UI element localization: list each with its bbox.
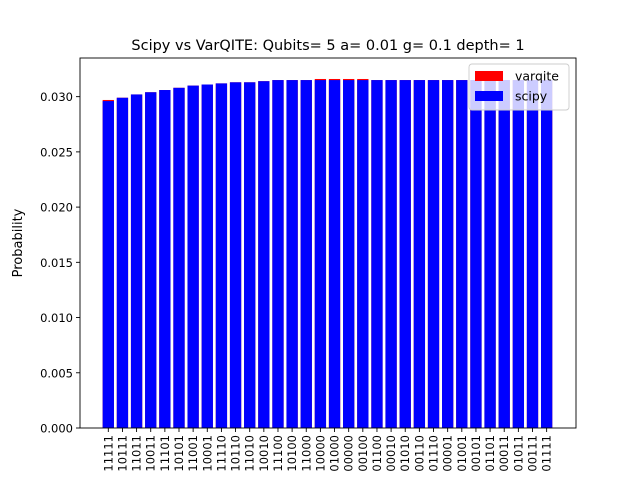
- bar-scipy-10010: [258, 81, 270, 428]
- bar-scipy-01000: [328, 80, 341, 428]
- y-tick-label: 0.015: [40, 256, 73, 270]
- bar-scipy-10110: [229, 82, 242, 429]
- y-axis: 0.000 0.005 0.010 0.015 0.020 0.025 0.030: [40, 90, 80, 436]
- bar-scipy-10101: [173, 87, 185, 428]
- legend-label-varqite: varqite: [515, 69, 559, 84]
- bars-group: [102, 78, 553, 429]
- legend-swatch-varqite: [475, 71, 503, 81]
- bar-scipy-00100: [357, 80, 369, 428]
- bar-scipy-01011: [512, 80, 525, 428]
- bar-scipy-10111: [116, 97, 129, 428]
- x-tick-label: 00000: [342, 435, 356, 472]
- x-tick-label: 01001: [455, 435, 469, 472]
- bar-scipy-00010: [385, 80, 397, 428]
- x-tick-label: 01100: [370, 435, 384, 472]
- bar-scipy-10011: [145, 92, 157, 429]
- bar-scipy-01001: [456, 80, 468, 428]
- bar-scipy-00110: [413, 80, 426, 428]
- x-tick-label: 00111: [526, 435, 540, 472]
- x-tick-label: 00011: [497, 435, 511, 472]
- legend-label-scipy: scipy: [515, 89, 548, 104]
- bar-scipy-11010: [244, 82, 256, 429]
- x-tick-label: 01010: [398, 435, 412, 472]
- bar-scipy-10100: [286, 80, 298, 428]
- x-tick-label: 10100: [285, 435, 299, 472]
- x-tick-label: 10011: [144, 435, 158, 472]
- bar-scipy-00101: [470, 80, 482, 428]
- x-tick-label: 01000: [328, 435, 342, 472]
- bar-scipy-10001: [201, 84, 213, 428]
- bar-scipy-11101: [159, 90, 171, 428]
- x-tick-label: 00001: [441, 435, 455, 472]
- x-tick-label: 11110: [214, 435, 228, 472]
- x-tick-label: 10111: [115, 435, 129, 472]
- bar-scipy-01010: [399, 80, 411, 428]
- bar-scipy-01101: [484, 80, 496, 428]
- x-tick-label: 01101: [483, 435, 497, 472]
- bar-scipy-11111: [102, 101, 114, 428]
- x-tick-label: 11101: [158, 435, 172, 472]
- bar-scipy-11001: [187, 85, 199, 429]
- x-tick-label: 01111: [540, 435, 554, 472]
- bar-scipy-11100: [272, 80, 284, 428]
- x-tick-label: 10000: [313, 435, 327, 472]
- legend: varqite scipy: [468, 63, 570, 111]
- bar-scipy-11000: [300, 80, 312, 428]
- bar-scipy-11011: [130, 94, 143, 428]
- legend-swatch-scipy: [475, 91, 503, 101]
- x-tick-label: 10110: [229, 435, 243, 472]
- x-tick-label: 00110: [412, 435, 426, 472]
- x-tick-label: 10101: [172, 435, 186, 472]
- y-tick-label: 0.010: [40, 311, 73, 325]
- x-tick-label: 11011: [130, 435, 144, 472]
- x-tick-label: 10001: [200, 435, 214, 472]
- x-tick-label: 11001: [186, 435, 200, 472]
- bar-scipy-01100: [371, 80, 383, 428]
- y-axis-label: Probability: [11, 208, 26, 277]
- x-tick-label: 11100: [271, 435, 285, 472]
- bar-scipy-01111: [540, 80, 553, 428]
- x-tick-label: 00010: [384, 435, 398, 472]
- x-tick-label: 01110: [427, 435, 441, 472]
- x-tick-label: 11000: [299, 435, 313, 472]
- bar-scipy-00001: [442, 80, 454, 428]
- x-tick-label: 10010: [257, 435, 271, 472]
- x-tick-label: 00100: [356, 435, 370, 472]
- x-tick-label: 11010: [243, 435, 257, 472]
- x-tick-label: 00101: [469, 435, 483, 472]
- bar-scipy-11110: [215, 83, 228, 429]
- bar-scipy-00000: [343, 80, 355, 428]
- chart-title: Scipy vs VarQITE: Qubits= 5 a= 0.01 g= 0…: [131, 38, 524, 54]
- x-tick-label: 11111: [101, 435, 115, 472]
- bar-scipy-00111: [526, 80, 539, 428]
- y-tick-label: 0.020: [40, 201, 73, 215]
- bar-scipy-00011: [498, 80, 510, 428]
- x-tick-label: 01011: [511, 435, 525, 472]
- x-axis: 11111 10111 11011 10011 11101 10101 11001 10001…: [101, 428, 554, 472]
- y-tick-label: 0.025: [40, 145, 73, 159]
- bar-scipy-01110: [427, 80, 440, 428]
- y-tick-label: 0.030: [40, 90, 73, 104]
- y-tick-label: 0.000: [40, 422, 73, 436]
- plot-frame: [79, 57, 577, 429]
- bar-scipy-10000: [314, 80, 327, 428]
- y-tick-label: 0.005: [40, 366, 73, 380]
